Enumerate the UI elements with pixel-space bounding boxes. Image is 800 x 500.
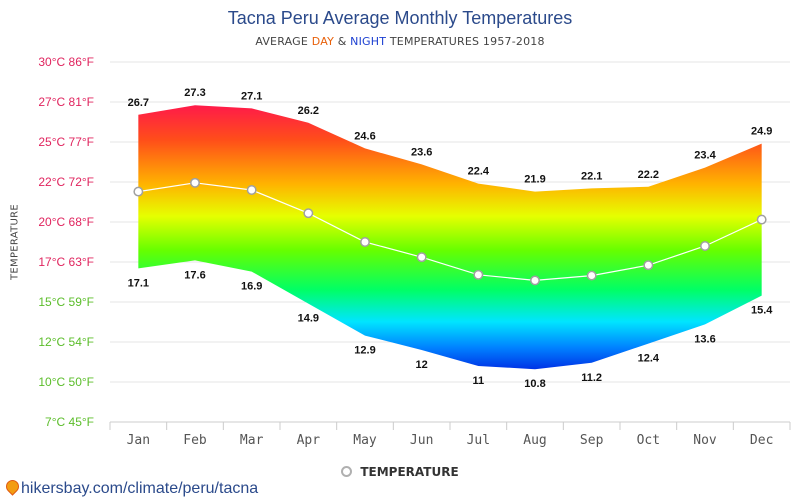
x-tick-label: Sep (580, 433, 604, 448)
mean-temperature-point (416, 252, 427, 263)
day-value-label: 23.4 (694, 150, 716, 162)
day-value-label: 26.2 (298, 105, 319, 117)
mean-temperature-point (700, 241, 710, 251)
source-link[interactable]: hikersbay.com/climate/peru/tacna (3, 477, 259, 498)
mean-temperature-point (530, 275, 540, 286)
x-tick-label: Jul (467, 433, 490, 448)
night-value-label: 16.9 (241, 281, 262, 293)
temperature-range-area (138, 105, 762, 370)
day-value-label: 23.6 (411, 146, 432, 158)
y-tick-label: 25°C 77°F (38, 135, 94, 149)
mean-temperature-point (133, 186, 144, 197)
day-value-label: 27.1 (241, 90, 262, 102)
night-value-label: 12.9 (354, 345, 375, 357)
y-tick-label: 22°C 72°F (38, 175, 94, 189)
legend[interactable]: TEMPERATURE (0, 465, 800, 479)
mean-temperature-line (138, 182, 762, 282)
mean-temperature-point (246, 185, 257, 195)
mean-temperature-point (756, 214, 767, 225)
legend-marker-icon (341, 466, 353, 477)
source-text: hikersbay.com/climate/peru/tacna (21, 480, 259, 497)
day-value-label: 22.4 (468, 166, 490, 178)
y-tick-label: 30°C 86°F (38, 55, 94, 69)
day-value-label: 24.9 (751, 126, 772, 138)
label-layer: 26.7 27.3 27.1 26.2 24.6 23.6 22.4 21.9 22.1 22.2… (128, 87, 774, 390)
x-tick-label: Jun (410, 433, 433, 448)
mean-layer (133, 177, 767, 286)
x-tick-label: Dec (750, 433, 773, 448)
night-value-label: 11.2 (581, 372, 602, 384)
night-value-label: 17.6 (184, 269, 205, 281)
mean-temperature-point (190, 177, 200, 188)
y-tick-label: 12°C 54°F (38, 335, 94, 349)
subtitle-suffix: TEMPERATURES 1957-2018 (386, 35, 545, 48)
mean-temperature-point (360, 237, 370, 247)
mean-temperature-point (586, 270, 597, 281)
night-value-label: 15.4 (751, 305, 773, 317)
chart-title: Tacna Peru Average Monthly Temperatures (227, 8, 573, 28)
y-tick-label: 27°C 81°F (38, 95, 94, 109)
map-pin-icon (3, 477, 22, 496)
subtitle-day: DAY (311, 35, 334, 48)
mean-temperature-point (473, 269, 484, 280)
x-tick-label: Mar (240, 433, 264, 448)
y-tick-label: 20°C 68°F (38, 215, 94, 229)
y-tick-label: 17°C 63°F (38, 255, 94, 269)
x-tick-label: Oct (637, 433, 660, 448)
day-value-label: 22.2 (638, 169, 659, 181)
x-tick-label: May (353, 433, 377, 448)
legend-label: TEMPERATURE (360, 465, 459, 479)
day-value-label: 26.7 (128, 97, 149, 109)
y-tick-label: 15°C 59°F (38, 295, 94, 309)
night-value-label: 17.1 (128, 277, 149, 289)
day-value-label: 22.1 (581, 170, 602, 182)
mean-temperature-point (303, 208, 314, 219)
night-value-label: 11 (473, 375, 485, 387)
night-value-label: 10.8 (524, 378, 545, 390)
mean-temperature-point (643, 260, 654, 271)
x-tick-label: Nov (693, 433, 717, 448)
day-value-label: 24.6 (354, 130, 375, 142)
night-value-label: 12 (416, 359, 428, 371)
night-value-label: 14.9 (298, 313, 319, 325)
x-tick-label: Feb (183, 433, 207, 448)
day-value-label: 21.9 (524, 174, 545, 186)
y-tick-label: 7°C 45°F (45, 415, 94, 429)
x-tick-label: Jan (127, 433, 150, 448)
chart-subtitle: AVERAGE DAY & NIGHT TEMPERATURES 1957-20… (0, 35, 800, 48)
axis-layer: 30°C 86°F 27°C 81°F 25°C 77°F 22°C 72°F 20°C… (38, 55, 791, 448)
subtitle-prefix: AVERAGE (255, 35, 312, 48)
subtitle-night: NIGHT (350, 35, 387, 48)
day-value-label: 27.3 (184, 87, 205, 99)
y-tick-label: 10°C 50°F (38, 375, 94, 389)
subtitle-amp: & (334, 35, 351, 48)
night-value-label: 12.4 (638, 353, 660, 365)
x-tick-label: Apr (297, 433, 321, 448)
x-tick-label: Aug (523, 433, 546, 448)
area-layer (138, 105, 762, 370)
night-value-label: 13.6 (694, 333, 715, 345)
